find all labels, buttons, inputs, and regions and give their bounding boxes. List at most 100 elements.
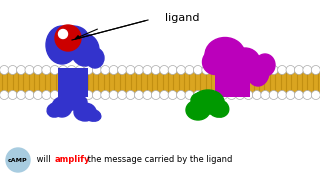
Circle shape	[118, 66, 127, 75]
Circle shape	[236, 91, 244, 100]
FancyBboxPatch shape	[58, 68, 88, 97]
Circle shape	[17, 66, 26, 75]
Circle shape	[143, 91, 152, 100]
Circle shape	[101, 91, 110, 100]
Circle shape	[6, 148, 30, 172]
Circle shape	[210, 91, 219, 100]
Circle shape	[177, 91, 186, 100]
Circle shape	[59, 91, 68, 100]
Circle shape	[294, 66, 303, 75]
Ellipse shape	[47, 103, 63, 117]
Circle shape	[8, 91, 17, 100]
Circle shape	[244, 91, 253, 100]
Circle shape	[185, 66, 194, 75]
Circle shape	[109, 91, 118, 100]
Circle shape	[8, 66, 17, 75]
Circle shape	[92, 91, 101, 100]
Circle shape	[76, 66, 84, 75]
Circle shape	[168, 66, 177, 75]
Circle shape	[269, 91, 278, 100]
Circle shape	[59, 66, 68, 75]
Circle shape	[0, 91, 9, 100]
Circle shape	[33, 66, 42, 75]
Ellipse shape	[74, 103, 96, 121]
Circle shape	[202, 91, 211, 100]
Circle shape	[252, 66, 261, 75]
Circle shape	[294, 91, 303, 100]
Circle shape	[303, 66, 312, 75]
Circle shape	[92, 66, 101, 75]
Circle shape	[202, 66, 211, 75]
Ellipse shape	[203, 50, 228, 75]
Circle shape	[50, 91, 59, 100]
Circle shape	[143, 66, 152, 75]
Ellipse shape	[52, 97, 72, 117]
Circle shape	[193, 91, 202, 100]
Circle shape	[227, 66, 236, 75]
Circle shape	[286, 66, 295, 75]
Ellipse shape	[58, 26, 88, 48]
Ellipse shape	[247, 58, 269, 86]
Circle shape	[134, 66, 143, 75]
Ellipse shape	[55, 25, 81, 51]
Circle shape	[303, 91, 312, 100]
Ellipse shape	[205, 37, 245, 73]
Circle shape	[42, 66, 51, 75]
Circle shape	[278, 66, 287, 75]
Circle shape	[126, 91, 135, 100]
Ellipse shape	[192, 90, 224, 114]
Circle shape	[67, 91, 76, 100]
Circle shape	[118, 91, 127, 100]
Circle shape	[25, 66, 34, 75]
Circle shape	[168, 91, 177, 100]
Circle shape	[84, 91, 93, 100]
Circle shape	[42, 91, 51, 100]
Circle shape	[261, 91, 270, 100]
Text: the message carried by the ligand: the message carried by the ligand	[85, 156, 232, 165]
Circle shape	[193, 66, 202, 75]
Ellipse shape	[46, 26, 78, 64]
Circle shape	[227, 91, 236, 100]
Circle shape	[151, 66, 160, 75]
Circle shape	[261, 66, 270, 75]
Ellipse shape	[71, 34, 99, 66]
Circle shape	[109, 66, 118, 75]
Ellipse shape	[60, 31, 66, 37]
Ellipse shape	[191, 93, 209, 107]
Circle shape	[286, 91, 295, 100]
Circle shape	[33, 91, 42, 100]
Circle shape	[177, 66, 186, 75]
Circle shape	[244, 66, 253, 75]
Circle shape	[76, 91, 84, 100]
Circle shape	[185, 91, 194, 100]
Text: amplify: amplify	[55, 156, 91, 165]
Circle shape	[236, 66, 244, 75]
Circle shape	[219, 66, 228, 75]
Circle shape	[67, 66, 76, 75]
Ellipse shape	[86, 48, 104, 68]
Circle shape	[84, 66, 93, 75]
FancyBboxPatch shape	[215, 68, 250, 97]
Circle shape	[311, 66, 320, 75]
Circle shape	[50, 66, 59, 75]
Ellipse shape	[59, 94, 87, 110]
Ellipse shape	[222, 61, 254, 83]
Ellipse shape	[186, 100, 210, 120]
Circle shape	[252, 91, 261, 100]
Ellipse shape	[59, 30, 68, 39]
Circle shape	[219, 91, 228, 100]
FancyBboxPatch shape	[0, 70, 320, 95]
Circle shape	[311, 91, 320, 100]
Circle shape	[151, 91, 160, 100]
Circle shape	[160, 91, 169, 100]
Circle shape	[210, 66, 219, 75]
Circle shape	[269, 66, 278, 75]
Ellipse shape	[207, 99, 229, 117]
Circle shape	[0, 66, 9, 75]
Text: ligand: ligand	[165, 13, 199, 23]
Circle shape	[126, 66, 135, 75]
Ellipse shape	[83, 109, 101, 121]
Text: cAMP: cAMP	[8, 158, 28, 163]
Circle shape	[25, 91, 34, 100]
Circle shape	[278, 91, 287, 100]
